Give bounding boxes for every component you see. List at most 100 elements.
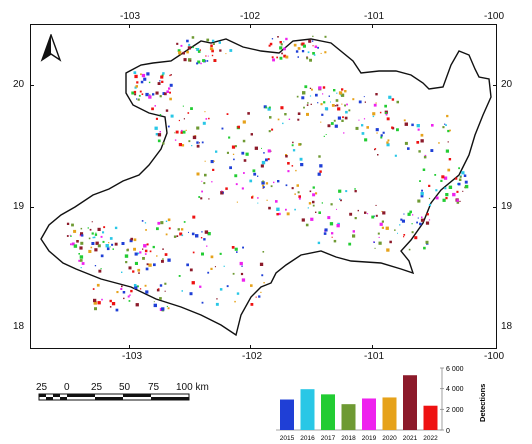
lat-tick-right-1: 19 <box>501 201 513 212</box>
fire-detection-point <box>388 95 392 99</box>
fire-detection-point <box>266 199 268 201</box>
fire-detection-point <box>191 145 193 147</box>
fire-detection-point <box>444 123 446 125</box>
fire-detection-point <box>161 80 164 83</box>
fire-detection-point <box>257 197 259 199</box>
scale-label: 0 <box>64 382 70 393</box>
fire-detection-point <box>456 190 459 193</box>
fire-detection-point <box>422 168 426 171</box>
hist-x-label: 2020 <box>382 435 397 442</box>
fire-detection-point <box>352 98 355 101</box>
fire-detection-point <box>277 118 280 121</box>
fire-detection-point <box>304 85 308 89</box>
hist-x-label: 2016 <box>300 435 315 442</box>
fire-detection-point <box>159 131 161 133</box>
fire-detection-point <box>268 106 271 109</box>
fire-detection-point <box>229 49 233 52</box>
fire-detection-point <box>144 253 147 255</box>
fire-detection-point <box>162 72 165 75</box>
fire-detection-point <box>192 135 197 140</box>
fire-detection-point <box>327 216 331 220</box>
fire-detection-point <box>344 116 348 120</box>
fire-detection-point <box>165 220 168 222</box>
fire-detection-point <box>309 95 312 97</box>
fire-detection-point <box>278 212 281 216</box>
fire-detection-point <box>137 252 139 255</box>
hist-bar-2020 <box>382 397 397 430</box>
fire-detection-point <box>309 87 312 89</box>
fire-detection-point <box>423 246 426 250</box>
fire-detection-point <box>312 200 315 204</box>
fire-detection-point <box>319 170 322 173</box>
fire-detection-point <box>66 235 69 237</box>
fire-detection-point <box>109 299 112 303</box>
fire-detection-point <box>324 51 327 54</box>
fire-detection-point <box>79 255 84 259</box>
fire-detection-point <box>114 242 118 246</box>
fire-detection-point <box>311 88 313 91</box>
fire-detection-point <box>202 121 206 125</box>
fire-detection-point <box>331 236 333 238</box>
fire-detection-point <box>174 139 177 141</box>
fire-detection-point <box>309 190 312 193</box>
fire-detection-point <box>191 36 195 39</box>
fire-detection-point <box>197 50 201 53</box>
fire-detection-point <box>79 246 83 250</box>
fire-detection-point <box>401 219 405 223</box>
fire-detection-point <box>245 152 249 156</box>
fire-detection-point <box>204 111 206 113</box>
fire-detection-point <box>417 199 421 203</box>
lon-tick-bottom-0: -103 <box>122 351 143 362</box>
fire-detection-point <box>340 94 342 96</box>
fire-detection-point <box>78 253 80 255</box>
fire-detection-point <box>188 140 191 143</box>
fire-detection-point <box>121 285 123 288</box>
fire-detection-point <box>111 243 114 246</box>
fire-detection-point <box>211 181 213 183</box>
fire-detection-point <box>330 101 331 103</box>
fire-detection-point <box>115 308 119 312</box>
fire-detection-point <box>140 73 142 76</box>
hist-bars <box>280 375 438 430</box>
fire-detection-point <box>328 95 330 97</box>
fire-detection-point <box>166 90 169 93</box>
scale-label: 100 km <box>176 382 209 393</box>
fire-detection-point <box>458 178 462 181</box>
fire-detection-point <box>456 199 459 202</box>
fire-detection-point <box>452 192 456 197</box>
fire-detection-point <box>87 227 89 229</box>
fire-detection-point <box>208 117 210 120</box>
fire-detection-point <box>373 103 377 107</box>
fire-detection-point <box>170 114 174 118</box>
fire-detection-point <box>132 270 135 273</box>
fire-detection-point <box>71 242 75 246</box>
hist-y-tick-0: 6 000 <box>446 366 464 373</box>
fire-detection-point <box>447 168 451 172</box>
fire-detection-point <box>153 301 155 303</box>
fire-detection-point <box>280 106 284 110</box>
fire-detection-point <box>80 232 84 236</box>
fire-detection-point <box>322 86 326 89</box>
fire-detection-point <box>448 158 452 161</box>
fire-detection-point <box>169 74 171 77</box>
fire-detection-point <box>79 259 83 262</box>
fire-detection-point <box>344 104 346 107</box>
fire-detection-point <box>464 180 468 184</box>
fire-detection-point <box>428 203 431 206</box>
fire-detection-point <box>162 142 165 145</box>
fire-detection-point <box>372 112 376 116</box>
fire-detection-point <box>403 236 405 238</box>
fire-detection-point <box>308 202 312 205</box>
fire-detection-point <box>201 180 203 182</box>
fire-detection-point <box>253 172 257 176</box>
fire-detection-point <box>143 244 147 248</box>
fire-detection-point <box>186 263 189 267</box>
fire-detection-point <box>338 189 342 193</box>
fire-detection-point <box>385 112 388 115</box>
fire-detection-point <box>352 234 356 238</box>
hist-y-tick-3: 0 <box>446 428 450 435</box>
fire-detection-point <box>314 45 318 48</box>
fire-detection-point <box>315 211 317 213</box>
hist-x-label: 2017 <box>321 435 336 442</box>
fire-detection-point <box>156 227 159 231</box>
